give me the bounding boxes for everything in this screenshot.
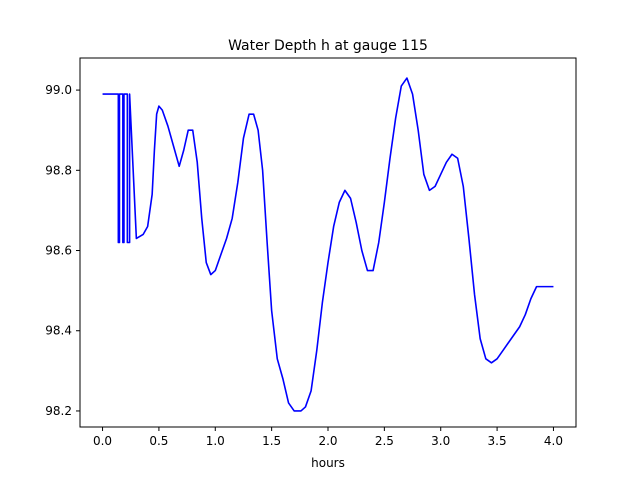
y-tick-label: 98.6 [45,244,72,258]
x-axis-ticks: 0.0 0.5 1.0 1.5 2.0 2.5 3.0 3.5 4.0 [93,427,563,448]
series-line-0 [102,77,554,412]
plot-area [102,77,554,412]
x-tick-label: 2.0 [318,434,337,448]
y-tick-label: 98.8 [45,163,72,177]
x-tick-label: 1.5 [262,434,281,448]
x-tick-label: 0.5 [149,434,168,448]
x-tick-label: 2.5 [375,434,394,448]
x-tick-label: 3.5 [488,434,507,448]
x-tick-label: 3.0 [431,434,450,448]
axes-frame [79,57,577,428]
y-tick-label: 98.4 [45,324,72,338]
x-axis-label: hours [311,456,345,470]
y-tick-label: 98.2 [45,404,72,418]
chart-title: Water Depth h at gauge 115 [228,38,428,54]
y-tick-label: 99.0 [45,83,72,97]
y-axis-ticks: 98.2 98.4 98.6 98.8 99.0 [45,83,80,418]
x-tick-label: 4.0 [544,434,563,448]
x-tick-label: 1.0 [206,434,225,448]
x-tick-label: 0.0 [93,434,112,448]
